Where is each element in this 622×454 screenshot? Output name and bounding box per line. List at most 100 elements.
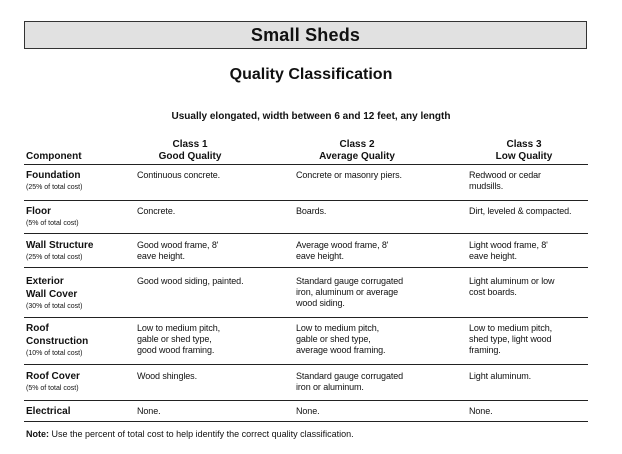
row-divider bbox=[24, 317, 588, 318]
wall-structure-class2: Average wood frame, 8' eave height. bbox=[296, 240, 389, 262]
column-header-class2: Class 2 Average Quality bbox=[302, 139, 412, 163]
cell-line: Continuous concrete. bbox=[137, 170, 221, 180]
row-divider bbox=[24, 267, 588, 268]
class3-title: Class 3 bbox=[506, 139, 542, 150]
cell-line: cost boards. bbox=[469, 287, 517, 297]
row-divider bbox=[24, 364, 588, 365]
cell-line: Light wood frame, 8' bbox=[469, 240, 548, 250]
cost-share: (30% of total cost) bbox=[26, 303, 83, 310]
cell-line: Good wood frame, 8' bbox=[137, 240, 219, 250]
row-label-electrical: Electrical bbox=[26, 405, 70, 418]
roof-cover-class3: Light aluminum. bbox=[469, 371, 531, 382]
component-name: Exterior bbox=[26, 276, 64, 287]
component-name: Roof bbox=[26, 323, 49, 334]
component-name: Construction bbox=[26, 336, 89, 347]
cell-line: Low to medium pitch, bbox=[469, 323, 553, 333]
cell-line: Standard gauge corrugated bbox=[296, 276, 404, 286]
exterior-wall-cover-class3: Light aluminum or low cost boards. bbox=[469, 276, 555, 298]
floor-class2: Boards. bbox=[296, 206, 326, 217]
roof-cover-class2: Standard gauge corrugated iron or alumin… bbox=[296, 371, 403, 393]
cell-line: Boards. bbox=[296, 206, 327, 216]
column-header-component: Component bbox=[26, 151, 82, 162]
component-name: Floor bbox=[26, 206, 51, 217]
column-header-class1: Class 1 Good Quality bbox=[135, 139, 245, 163]
foundation-class2: Concrete or masonry piers. bbox=[296, 170, 402, 181]
cost-share: (10% of total cost) bbox=[26, 350, 83, 357]
electrical-class3: None. bbox=[469, 406, 493, 417]
component-name: Foundation bbox=[26, 170, 81, 181]
class1-quality: Good Quality bbox=[158, 151, 222, 162]
row-label-roof-cover: Roof Cover (5% of total cost) bbox=[26, 370, 80, 394]
cell-line: Low to medium pitch, bbox=[137, 323, 221, 333]
row-divider bbox=[24, 233, 588, 234]
cell-line: None. bbox=[469, 406, 493, 416]
cost-share: (5% of total cost) bbox=[26, 385, 79, 392]
class3-quality: Low Quality bbox=[495, 151, 553, 162]
subtitle: Quality Classification bbox=[229, 66, 393, 83]
cell-line: Concrete or masonry piers. bbox=[296, 170, 402, 180]
cell-line: None. bbox=[296, 406, 320, 416]
class2-title: Class 2 bbox=[339, 139, 375, 150]
cell-line: wood siding. bbox=[296, 298, 345, 308]
row-label-roof-construction: Roof Construction (10% of total cost) bbox=[26, 322, 88, 359]
row-label-wall-structure: Wall Structure (25% of total cost) bbox=[26, 239, 93, 263]
header-rule bbox=[24, 164, 588, 165]
component-name: Roof Cover bbox=[26, 371, 80, 382]
row-label-floor: Floor (5% of total cost) bbox=[26, 205, 79, 229]
foundation-class1: Continuous concrete. bbox=[137, 170, 220, 181]
cell-line: average wood framing. bbox=[296, 345, 386, 355]
footnote: Note: Use the percent of total cost to h… bbox=[26, 429, 354, 439]
cost-share: (5% of total cost) bbox=[26, 220, 79, 227]
cost-share: (25% of total cost) bbox=[26, 254, 83, 261]
roof-cover-class1: Wood shingles. bbox=[137, 371, 197, 382]
row-label-exterior-wall-cover: Exterior Wall Cover (30% of total cost) bbox=[26, 275, 82, 312]
table-bottom-rule bbox=[24, 421, 588, 422]
wall-structure-class3: Light wood frame, 8' eave height. bbox=[469, 240, 548, 262]
floor-class3: Dirt, leveled & compacted. bbox=[469, 206, 572, 217]
roof-construction-class2: Low to medium pitch, gable or shed type,… bbox=[296, 323, 386, 356]
cost-share: (25% of total cost) bbox=[26, 184, 83, 191]
component-name: Wall Cover bbox=[26, 289, 78, 300]
class1-title: Class 1 bbox=[172, 139, 208, 150]
cell-line: gable or shed type, bbox=[137, 334, 212, 344]
floor-class1: Concrete. bbox=[137, 206, 175, 217]
cell-line: Standard gauge corrugated bbox=[296, 371, 404, 381]
page-title: Small Sheds bbox=[250, 25, 361, 45]
roof-construction-class3: Low to medium pitch, shed type, light wo… bbox=[469, 323, 552, 356]
cell-line: iron, aluminum or average bbox=[296, 287, 399, 297]
cell-line: Light aluminum or low bbox=[469, 276, 555, 286]
component-name: Electrical bbox=[26, 406, 71, 417]
note-text: Use the percent of total cost to help id… bbox=[51, 429, 354, 439]
row-divider bbox=[24, 200, 588, 201]
cell-line: mudsills. bbox=[469, 181, 504, 191]
cell-line: Light aluminum. bbox=[469, 371, 532, 381]
class2-quality: Average Quality bbox=[319, 151, 395, 162]
cell-line: Good wood siding, painted. bbox=[137, 276, 244, 286]
cell-line: eave height. bbox=[469, 251, 517, 261]
cell-line: good wood framing. bbox=[137, 345, 215, 355]
cell-line: eave height. bbox=[296, 251, 344, 261]
note-label: Note: bbox=[26, 429, 49, 439]
cell-line: eave height. bbox=[137, 251, 185, 261]
title-banner: Small Sheds bbox=[24, 21, 587, 49]
cell-line: shed type, light wood bbox=[469, 334, 552, 344]
cell-line: framing. bbox=[469, 345, 501, 355]
electrical-class1: None. bbox=[137, 406, 161, 417]
exterior-wall-cover-class1: Good wood siding, painted. bbox=[137, 276, 244, 287]
cell-line: Dirt, leveled & compacted. bbox=[469, 206, 572, 216]
row-label-foundation: Foundation (25% of total cost) bbox=[26, 169, 82, 193]
cell-line: None. bbox=[137, 406, 161, 416]
cell-line: Redwood or cedar bbox=[469, 170, 541, 180]
foundation-class3: Redwood or cedar mudsills. bbox=[469, 170, 541, 192]
wall-structure-class1: Good wood frame, 8' eave height. bbox=[137, 240, 218, 262]
cell-line: Average wood frame, 8' bbox=[296, 240, 389, 250]
electrical-class2: None. bbox=[296, 406, 320, 417]
component-name: Wall Structure bbox=[26, 240, 94, 251]
cell-line: Wood shingles. bbox=[137, 371, 197, 381]
cell-line: Low to medium pitch, bbox=[296, 323, 380, 333]
row-divider bbox=[24, 400, 588, 401]
cell-line: Concrete. bbox=[137, 206, 176, 216]
cell-line: iron or aluminum. bbox=[296, 382, 364, 392]
column-header-class3: Class 3 Low Quality bbox=[469, 139, 579, 163]
roof-construction-class1: Low to medium pitch, gable or shed type,… bbox=[137, 323, 220, 356]
